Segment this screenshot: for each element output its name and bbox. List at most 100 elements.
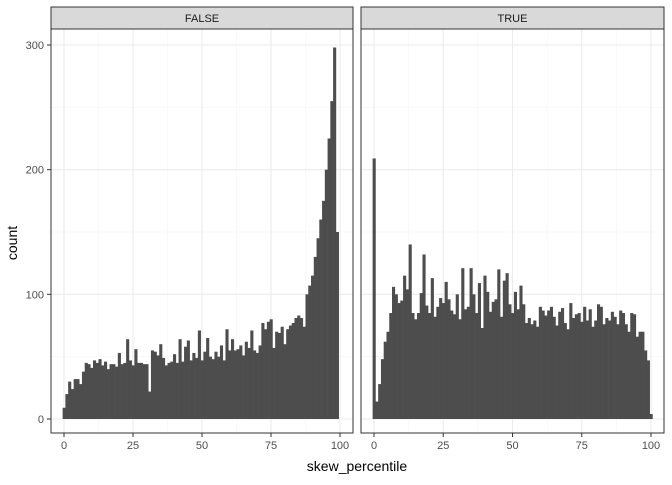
histogram-bar bbox=[544, 315, 548, 419]
histogram-bar bbox=[131, 365, 135, 419]
histogram-bar bbox=[197, 330, 201, 419]
histogram-bar bbox=[181, 361, 185, 419]
histogram-bar bbox=[76, 379, 80, 419]
x-tick-label: 25 bbox=[127, 440, 139, 452]
x-tick-label: 75 bbox=[576, 440, 588, 452]
histogram-bar bbox=[90, 367, 94, 419]
histogram-bar bbox=[563, 323, 567, 419]
histogram-bar bbox=[134, 349, 138, 419]
histogram-bar bbox=[436, 306, 440, 419]
histogram-bar bbox=[627, 331, 631, 419]
histogram-bar bbox=[464, 309, 468, 419]
histogram-bar bbox=[159, 344, 163, 419]
histogram-bar bbox=[389, 313, 393, 419]
histogram-bar bbox=[322, 200, 326, 419]
histogram-bar bbox=[633, 314, 637, 419]
histogram-bar bbox=[333, 47, 337, 420]
histogram-bar bbox=[324, 169, 328, 419]
histogram-bar bbox=[466, 306, 470, 419]
histogram-bar bbox=[264, 329, 268, 419]
histogram-bar bbox=[283, 344, 287, 419]
x-tick-label: 50 bbox=[506, 440, 518, 452]
histogram-bar bbox=[513, 291, 517, 419]
y-tick-label: 300 bbox=[26, 40, 44, 52]
histogram-bar bbox=[491, 301, 495, 419]
histogram-bar bbox=[624, 324, 628, 419]
histogram-bar bbox=[511, 313, 515, 419]
facet-panel-true bbox=[360, 28, 665, 434]
histogram-bar bbox=[547, 310, 551, 419]
histogram-bar bbox=[261, 323, 265, 419]
histogram-bar bbox=[161, 357, 166, 419]
histogram-bar bbox=[239, 345, 243, 419]
histogram-bar bbox=[630, 313, 634, 419]
histogram-bar bbox=[230, 339, 235, 419]
histogram-bar bbox=[115, 366, 119, 419]
histogram-bar bbox=[560, 308, 565, 419]
histogram-bar bbox=[549, 306, 554, 419]
histogram-bar bbox=[214, 351, 218, 419]
x-tick-label: 100 bbox=[331, 440, 349, 452]
histogram-bar bbox=[112, 364, 116, 419]
histogram-bar bbox=[164, 365, 168, 419]
histogram-bar bbox=[452, 314, 457, 419]
histogram-bar bbox=[106, 369, 110, 419]
histogram-bar bbox=[585, 320, 590, 419]
histogram-bar bbox=[616, 324, 620, 419]
histogram-bar bbox=[206, 337, 210, 419]
histogram-bar bbox=[530, 324, 534, 419]
histogram-bar bbox=[472, 294, 476, 419]
histogram-bar bbox=[488, 311, 493, 419]
histogram-bar bbox=[228, 350, 232, 419]
histogram-bar bbox=[594, 320, 598, 419]
histogram-bar bbox=[137, 362, 141, 419]
facet-strip-label-true: TRUE bbox=[498, 13, 528, 25]
histogram-bar bbox=[192, 352, 196, 419]
histogram-bar bbox=[92, 360, 97, 419]
x-tick-label: 100 bbox=[642, 440, 660, 452]
histogram-bar bbox=[461, 268, 465, 419]
histogram-bar bbox=[211, 359, 215, 419]
histogram-bar bbox=[425, 305, 429, 419]
y-tick-label: 100 bbox=[26, 289, 44, 301]
histogram-bar bbox=[178, 339, 182, 419]
histogram-bar bbox=[516, 309, 520, 419]
histogram-bar bbox=[475, 313, 479, 419]
histogram-bar bbox=[79, 384, 83, 419]
histogram-bar bbox=[308, 285, 312, 419]
histogram-bar bbox=[486, 291, 490, 419]
histogram-bar bbox=[225, 329, 229, 419]
facet-strip-true bbox=[360, 6, 665, 30]
histogram-bar bbox=[566, 329, 570, 419]
facet-panel-false bbox=[50, 28, 354, 434]
histogram-bar bbox=[217, 356, 221, 419]
histogram-bar bbox=[574, 314, 578, 419]
histogram-bar bbox=[519, 285, 523, 419]
histogram-bar bbox=[128, 360, 132, 419]
histogram-bar bbox=[266, 321, 270, 419]
histogram-bar bbox=[552, 316, 556, 419]
histogram-bar bbox=[524, 323, 529, 419]
histogram-bar bbox=[500, 316, 504, 419]
histogram-bar bbox=[533, 320, 537, 419]
y-tick-label: 200 bbox=[26, 165, 44, 177]
histogram-bar bbox=[167, 362, 171, 419]
histogram-bar bbox=[621, 313, 626, 419]
x-tick-label: 0 bbox=[61, 440, 67, 452]
histogram-bar bbox=[280, 326, 284, 419]
histogram-bar bbox=[450, 310, 454, 419]
histogram-bar bbox=[139, 362, 144, 419]
histogram-bar bbox=[602, 324, 606, 419]
histogram-bar bbox=[316, 238, 320, 419]
histogram-bar bbox=[70, 389, 75, 419]
histogram-bar bbox=[87, 364, 91, 419]
x-tick-label: 75 bbox=[265, 440, 277, 452]
histogram-bar bbox=[153, 351, 157, 419]
histogram-bar bbox=[98, 359, 102, 419]
histogram-bar bbox=[189, 360, 193, 419]
y-axis-tick-labels: 0 100 200 300 bbox=[26, 40, 51, 426]
histogram-bar bbox=[538, 306, 542, 419]
histogram-bar bbox=[109, 364, 113, 419]
histogram-bar bbox=[458, 319, 462, 419]
histogram-bar bbox=[126, 339, 130, 419]
